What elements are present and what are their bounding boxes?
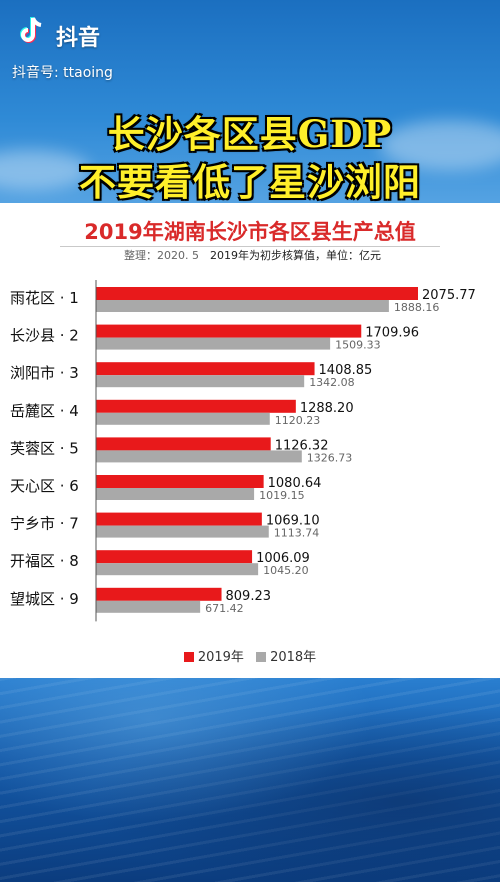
data-label-2019: 1709.96	[365, 326, 419, 341]
bar-2018	[96, 300, 389, 312]
bar-2018	[96, 375, 305, 388]
account-id: 抖音号: ttaoing	[12, 65, 113, 81]
data-label-2019: 2075.77	[422, 288, 476, 303]
data-label-2019: 1288.20	[300, 401, 354, 416]
category-label: 岳麓区 · 4	[10, 402, 79, 420]
data-label-2018: 1113.74	[274, 527, 320, 540]
app-name: 抖音	[56, 26, 101, 51]
chart-note-date: 整理：2020. 5	[124, 249, 199, 262]
data-label-2019: 809.23	[226, 589, 272, 604]
data-label-2018: 1888.16	[394, 301, 440, 314]
data-label-2018: 1326.73	[307, 451, 353, 464]
bar-2019	[96, 512, 262, 526]
title-divider	[60, 246, 440, 247]
data-label-2019: 1080.64	[268, 476, 322, 491]
bar-2019	[96, 587, 222, 601]
bar-2019	[96, 362, 315, 376]
bar-2018	[96, 450, 302, 463]
bar-2019	[96, 399, 296, 413]
legend-label-2018: 2018年	[270, 650, 317, 665]
category-label: 望城区 · 9	[10, 590, 79, 608]
data-label-2018: 1120.23	[275, 414, 321, 427]
chart-legend: 2019年 2018年	[0, 646, 500, 665]
bar-2018	[96, 488, 255, 500]
chart-title: 2019年湖南长沙市各区县生产总值	[84, 220, 416, 244]
data-label-2019: 1069.10	[266, 514, 320, 529]
legend-item-2019: 2019年	[183, 646, 244, 665]
chart-note-unit: 2019年为初步核算值，单位：亿元	[210, 249, 381, 262]
legend-label-2019: 2019年	[197, 650, 244, 665]
bar-2018	[96, 600, 201, 613]
sea-background	[0, 678, 500, 882]
category-label: 开福区 · 8	[10, 552, 79, 570]
data-label-2018: 1342.08	[309, 376, 355, 389]
data-label-2018: 1509.33	[335, 339, 381, 352]
bar-2019	[96, 324, 362, 338]
category-label: 长沙县 · 2	[10, 327, 79, 345]
bar-2019	[96, 287, 418, 300]
data-label-2018: 1019.15	[259, 489, 305, 502]
category-label: 天心区 · 6	[10, 477, 79, 495]
data-label-2019: 1006.09	[256, 551, 310, 566]
bar-2018	[96, 412, 270, 425]
category-label: 雨花区 · 1	[10, 289, 79, 307]
legend-item-2018: 2018年	[256, 646, 316, 665]
bar-2019	[96, 550, 253, 564]
legend-swatch-2019	[183, 652, 194, 662]
legend-swatch-2018	[256, 652, 267, 662]
bar-2018	[96, 337, 331, 350]
douyin-logo-icon	[20, 17, 42, 43]
data-label-2018: 1045.20	[263, 564, 309, 577]
data-label-2018: 671.42	[205, 602, 244, 615]
category-label: 宁乡市 · 7	[10, 515, 79, 533]
chart-card: 2019年湖南长沙市各区县生产总值 整理：2020. 5 2019年为初步核算值…	[0, 203, 500, 678]
data-label-2019: 1126.32	[275, 438, 329, 453]
bar-2018	[96, 525, 269, 538]
bar-2019	[96, 437, 271, 451]
headline-line-2: 不要看低了星沙浏阳	[79, 160, 421, 204]
headline-line-1: 长沙各区县GDP	[107, 112, 393, 156]
category-label: 芙蓉区 · 5	[10, 439, 79, 457]
bar-2019	[96, 475, 264, 488]
sky-background	[0, 0, 500, 215]
bar-2018	[96, 563, 259, 576]
data-label-2019: 1408.85	[319, 363, 373, 378]
category-label: 浏阳市 · 3	[10, 364, 79, 382]
